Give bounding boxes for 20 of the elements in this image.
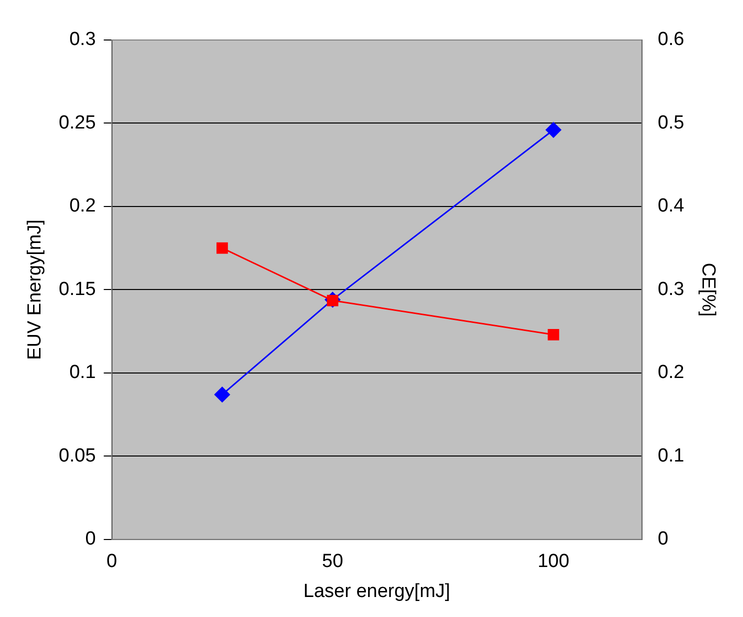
y-axis-title: EUV Energy[mJ] xyxy=(24,219,46,360)
x-axis-title: Laser energy[mJ] xyxy=(303,580,450,602)
y2-tick-label: 0 xyxy=(658,528,668,550)
y-tick-label: 0 xyxy=(85,528,96,550)
y-tick-label: 0.15 xyxy=(58,278,96,300)
y2-tick-label: 0.6 xyxy=(658,29,684,50)
y2-tick-label: 0.5 xyxy=(658,112,684,134)
y-tick-label: 0.3 xyxy=(69,29,96,50)
y-tick-label: 0.1 xyxy=(69,362,96,384)
x-tick-label: 50 xyxy=(322,551,344,572)
y2-tick-label: 0.3 xyxy=(658,278,684,300)
y-tick-label: 0.05 xyxy=(58,445,96,466)
y2-tick-label: 0.2 xyxy=(658,362,684,384)
y2-tick-label: 0.1 xyxy=(658,445,684,466)
y2-axis-title: CE[%] xyxy=(697,262,718,317)
y2-tick-label: 0.4 xyxy=(658,196,685,217)
x-tick-label: 100 xyxy=(538,551,570,572)
y-tick-label: 0.25 xyxy=(58,112,96,134)
x-tick-label: 0 xyxy=(106,551,118,572)
y-tick-label: 0.2 xyxy=(69,196,96,217)
